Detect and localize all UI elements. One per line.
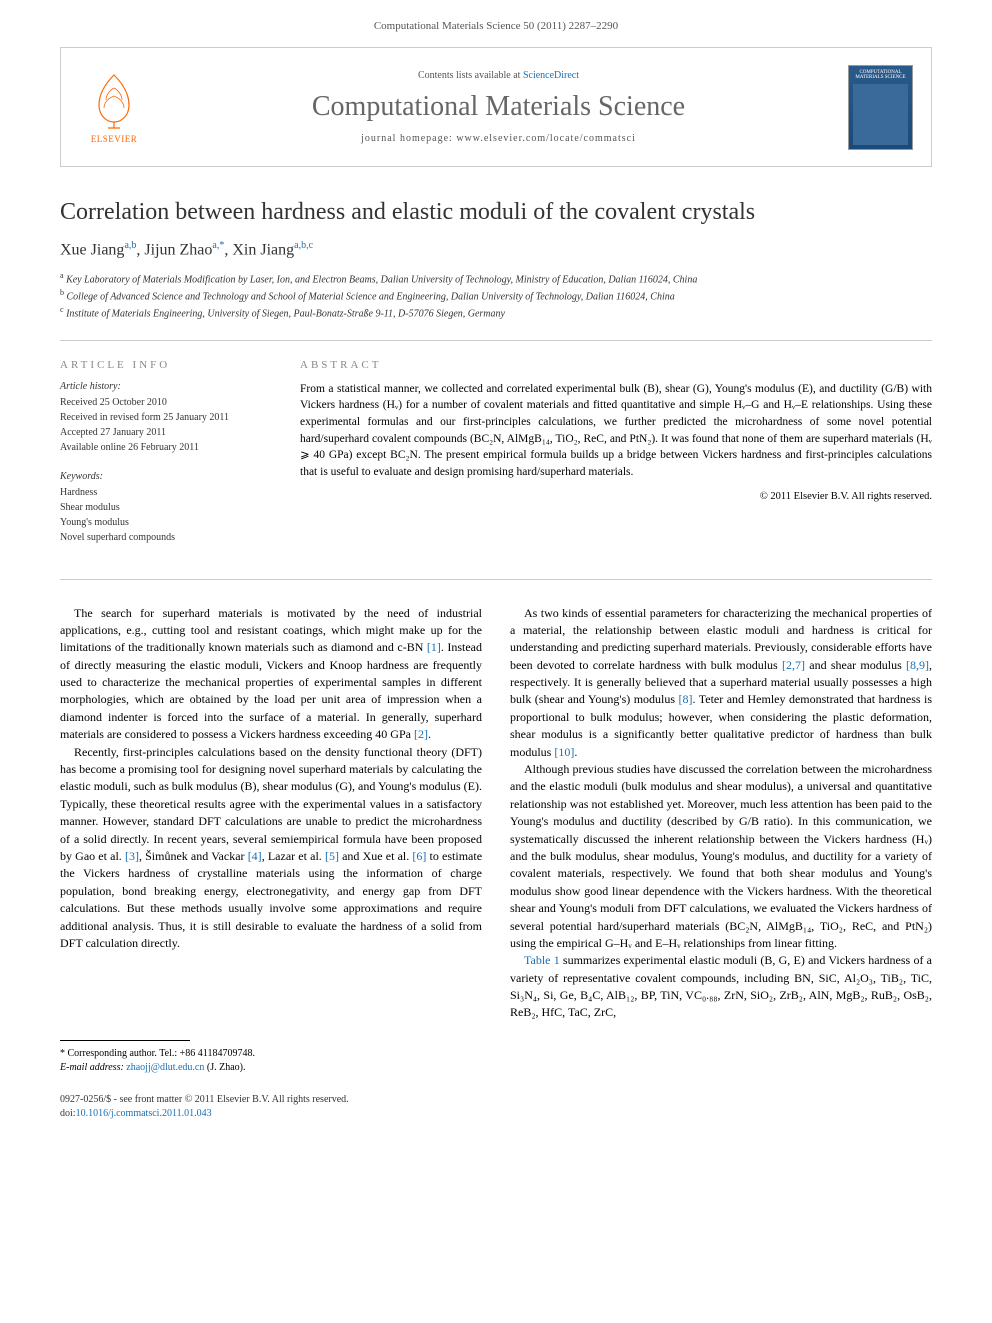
contents-available-line: Contents lists available at ScienceDirec… (149, 70, 848, 81)
corresponding-author-note: * Corresponding author. Tel.: +86 411847… (60, 1047, 932, 1075)
body-left-column: The search for superhard materials is mo… (60, 605, 482, 1022)
doi-line: doi:10.1016/j.commatsci.2011.01.043 (60, 1107, 932, 1121)
journal-cover-thumbnail: COMPUTATIONAL MATERIALS SCIENCE (848, 65, 913, 150)
doi-link[interactable]: 10.1016/j.commatsci.2011.01.043 (76, 1108, 212, 1119)
body-paragraph: The search for superhard materials is mo… (60, 605, 482, 744)
homepage-url: www.elsevier.com/locate/commatsci (456, 133, 636, 144)
history-subheading: Article history: (60, 381, 270, 392)
corresponding-line-1: * Corresponding author. Tel.: +86 411847… (60, 1047, 932, 1061)
info-abstract-row: ARTICLE INFO Article history: Received 2… (60, 359, 932, 561)
page-footer: 0927-0256/$ - see front matter © 2011 El… (60, 1093, 932, 1121)
section-divider (60, 340, 932, 341)
article-info-column: ARTICLE INFO Article history: Received 2… (60, 359, 270, 561)
body-paragraph: Table 1 summarizes experimental elastic … (510, 952, 932, 1022)
keyword-line: Hardness (60, 485, 270, 500)
article-history-block: Article history: Received 25 October 201… (60, 381, 270, 455)
abstract-heading: ABSTRACT (300, 359, 932, 371)
affiliations-block: a Key Laboratory of Materials Modificati… (60, 270, 932, 322)
elsevier-tree-icon (84, 70, 144, 130)
keyword-line: Young's modulus (60, 515, 270, 530)
body-paragraph: As two kinds of essential parameters for… (510, 605, 932, 762)
history-line: Available online 26 February 2011 (60, 440, 270, 455)
page-citation-header: Computational Materials Science 50 (2011… (0, 0, 992, 32)
article-info-heading: ARTICLE INFO (60, 359, 270, 371)
affiliation-line: a Key Laboratory of Materials Modificati… (60, 270, 932, 287)
authors-line: Xue Jianga,b, Jijun Zhaoa,*, Xin Jianga,… (60, 240, 932, 259)
keywords-block: Keywords: HardnessShear modulusYoung's m… (60, 471, 270, 545)
sciencedirect-link[interactable]: ScienceDirect (523, 70, 579, 81)
keywords-subheading: Keywords: (60, 471, 270, 482)
abstract-text: From a statistical manner, we collected … (300, 381, 932, 481)
body-paragraph: Although previous studies have discussed… (510, 761, 932, 952)
body-paragraph: Recently, first-principles calculations … (60, 744, 482, 953)
keyword-line: Novel superhard compounds (60, 530, 270, 545)
affiliation-line: b College of Advanced Science and Techno… (60, 287, 932, 304)
abstract-copyright: © 2011 Elsevier B.V. All rights reserved… (300, 491, 932, 502)
history-line: Received 25 October 2010 (60, 395, 270, 410)
footnote-separator (60, 1040, 190, 1041)
history-line: Received in revised form 25 January 2011 (60, 410, 270, 425)
journal-center-block: Contents lists available at ScienceDirec… (149, 70, 848, 144)
section-divider (60, 579, 932, 580)
body-text-columns: The search for superhard materials is mo… (60, 605, 932, 1022)
abstract-column: ABSTRACT From a statistical manner, we c… (300, 359, 932, 561)
publisher-logo: ELSEVIER (79, 65, 149, 150)
corresponding-tel: +86 41184709748. (180, 1048, 255, 1059)
body-right-column: As two kinds of essential parameters for… (510, 605, 932, 1022)
citation-text: Computational Materials Science 50 (2011… (374, 20, 618, 32)
publisher-name: ELSEVIER (91, 134, 138, 144)
keyword-line: Shear modulus (60, 500, 270, 515)
article-title: Correlation between hardness and elastic… (60, 197, 932, 228)
corresponding-line-2: E-mail address: zhaojj@dlut.edu.cn (J. Z… (60, 1061, 932, 1075)
cover-image-placeholder (853, 84, 908, 145)
history-line: Accepted 27 January 2011 (60, 425, 270, 440)
journal-info-bar: ELSEVIER Contents lists available at Sci… (60, 47, 932, 167)
corresponding-email-link[interactable]: zhaojj@dlut.edu.cn (126, 1062, 204, 1073)
affiliation-line: c Institute of Materials Engineering, Un… (60, 304, 932, 321)
issn-line: 0927-0256/$ - see front matter © 2011 El… (60, 1093, 932, 1107)
journal-homepage-line: journal homepage: www.elsevier.com/locat… (149, 133, 848, 144)
journal-title: Computational Materials Science (149, 91, 848, 123)
